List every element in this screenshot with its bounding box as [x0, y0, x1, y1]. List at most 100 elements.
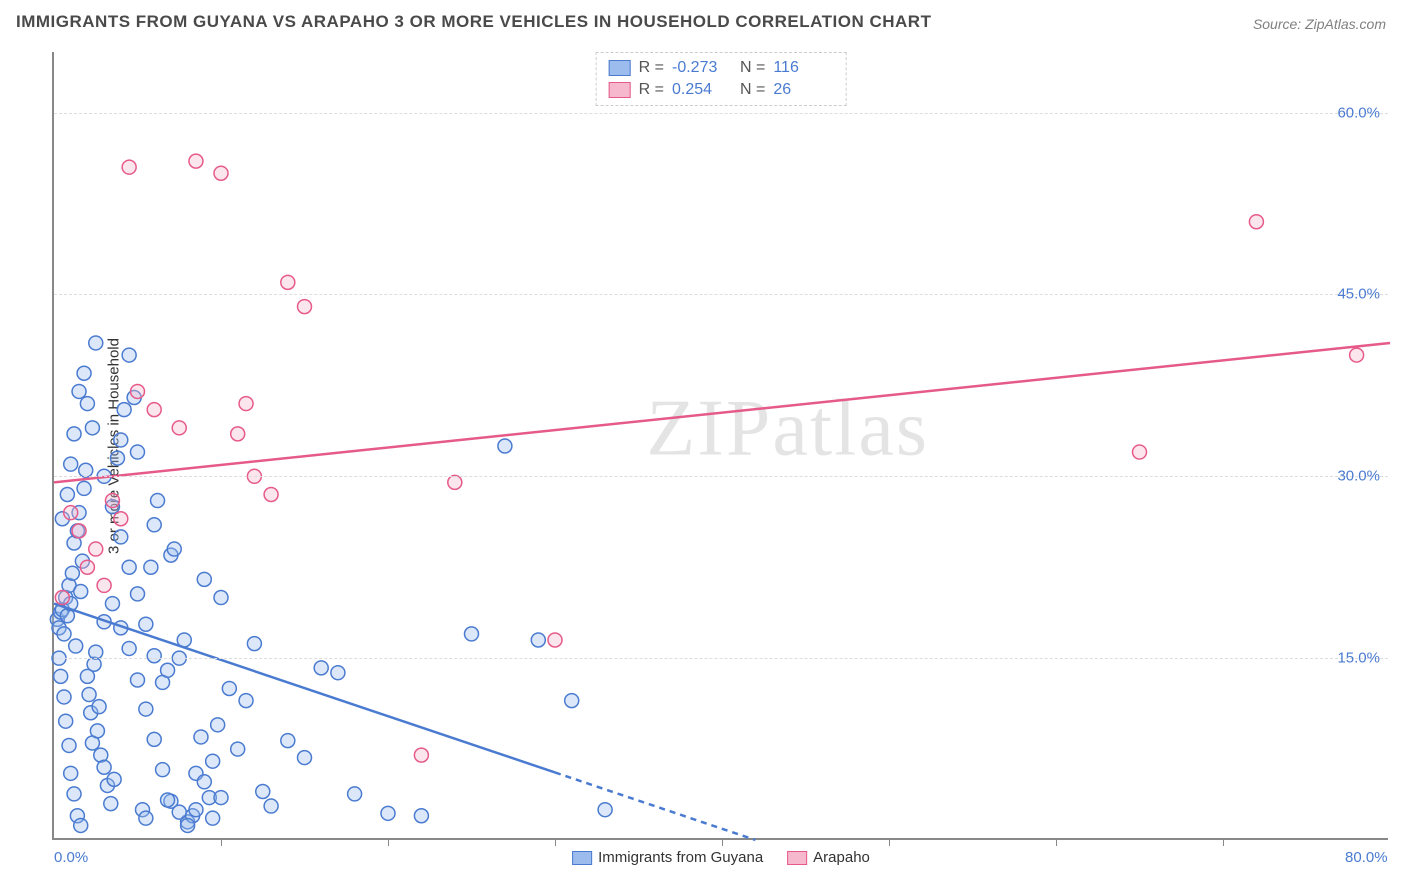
data-point [197, 775, 211, 789]
data-point [59, 714, 73, 728]
stat-label: N = [740, 81, 765, 99]
data-point [239, 694, 253, 708]
data-point [105, 597, 119, 611]
x-tick-label: 80.0% [1345, 849, 1388, 866]
data-point [131, 673, 145, 687]
chart-svg [54, 52, 1388, 838]
data-point [151, 494, 165, 508]
data-point [80, 397, 94, 411]
trend-line-dashed [555, 772, 755, 840]
data-point [114, 512, 128, 526]
data-point [74, 584, 88, 598]
data-point [197, 572, 211, 586]
data-point [381, 806, 395, 820]
data-point [565, 694, 579, 708]
data-point [131, 445, 145, 459]
data-point [298, 751, 312, 765]
stat-label: R = [639, 59, 664, 77]
data-point [82, 688, 96, 702]
y-tick-label: 30.0% [1337, 468, 1380, 485]
data-point [131, 587, 145, 601]
data-point [264, 799, 278, 813]
data-point [448, 475, 462, 489]
data-point [206, 754, 220, 768]
data-point [62, 738, 76, 752]
data-point [147, 403, 161, 417]
data-point [144, 560, 158, 574]
data-point [314, 661, 328, 675]
data-point [414, 748, 428, 762]
data-point [104, 797, 118, 811]
data-point [90, 724, 104, 738]
legend-stats: R =-0.273N =116R =0.254N =26 [596, 52, 847, 106]
data-point [181, 818, 195, 832]
data-point [114, 433, 128, 447]
data-point [189, 154, 203, 168]
stat-n-value: 26 [773, 81, 833, 99]
data-point [89, 336, 103, 350]
data-point [67, 427, 81, 441]
data-point [65, 566, 79, 580]
gridline [54, 658, 1388, 659]
data-point [122, 160, 136, 174]
data-point [147, 649, 161, 663]
legend-swatch [572, 851, 592, 865]
data-point [247, 637, 261, 651]
y-tick-label: 45.0% [1337, 286, 1380, 303]
legend-series-label: Arapaho [813, 849, 870, 866]
legend-stat-row: R = 0.254 N = 26 [609, 79, 834, 101]
data-point [465, 627, 479, 641]
data-point [1350, 348, 1364, 362]
x-tick-minor [221, 838, 222, 846]
data-point [97, 578, 111, 592]
chart-title: IMMIGRANTS FROM GUYANA VS ARAPAHO 3 OR M… [16, 12, 931, 32]
y-tick-label: 60.0% [1337, 104, 1380, 121]
data-point [206, 811, 220, 825]
data-point [60, 487, 74, 501]
data-point [548, 633, 562, 647]
x-tick-minor [388, 838, 389, 846]
x-tick-minor [1223, 838, 1224, 846]
data-point [77, 366, 91, 380]
gridline [54, 113, 1388, 114]
data-point [117, 403, 131, 417]
data-point [231, 427, 245, 441]
data-point [214, 166, 228, 180]
stat-r-value: 0.254 [672, 81, 732, 99]
data-point [114, 530, 128, 544]
data-point [256, 785, 270, 799]
data-point [189, 803, 203, 817]
data-point [598, 803, 612, 817]
data-point [214, 791, 228, 805]
data-point [172, 421, 186, 435]
data-point [348, 787, 362, 801]
legend-stat-row: R =-0.273N =116 [609, 57, 834, 79]
data-point [414, 809, 428, 823]
data-point [64, 506, 78, 520]
data-point [122, 560, 136, 574]
x-tick-label: 0.0% [54, 849, 88, 866]
data-point [139, 617, 153, 631]
gridline [54, 476, 1388, 477]
x-tick-minor [889, 838, 890, 846]
data-point [79, 463, 93, 477]
legend-swatch [787, 851, 807, 865]
data-point [281, 275, 295, 289]
source-link[interactable]: ZipAtlas.com [1305, 16, 1386, 32]
data-point [57, 627, 71, 641]
data-point [107, 772, 121, 786]
stat-label: R = [639, 81, 664, 99]
data-point [77, 481, 91, 495]
data-point [231, 742, 245, 756]
legend-swatch [609, 60, 631, 76]
legend-swatch [609, 82, 631, 98]
data-point [167, 542, 181, 556]
data-point [298, 300, 312, 314]
data-point [89, 542, 103, 556]
data-point [72, 384, 86, 398]
x-tick-minor [722, 838, 723, 846]
legend-series: Immigrants from GuyanaArapaho [572, 849, 870, 866]
data-point [64, 457, 78, 471]
data-point [172, 805, 186, 819]
data-point [64, 766, 78, 780]
